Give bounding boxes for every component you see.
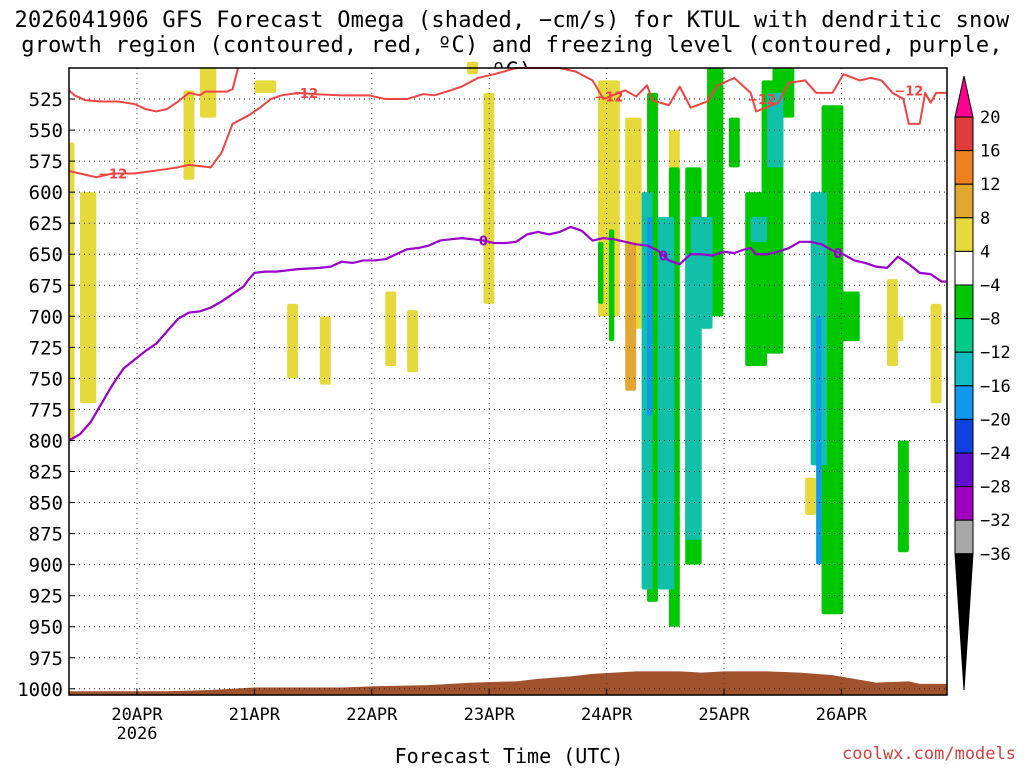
colorbar-swatch xyxy=(954,318,974,353)
y-tick-label: 1000 xyxy=(17,679,63,701)
y-tick-label: 800 xyxy=(29,430,63,452)
plot-background xyxy=(69,68,947,695)
omega-region-yellow xyxy=(385,291,397,366)
omega-region-blue xyxy=(816,316,822,565)
contour-label-minus12: −12 xyxy=(594,91,623,106)
colorbar-label: 20 xyxy=(980,108,1000,128)
contour-label-zero: 0 xyxy=(479,235,488,250)
colorbar-swatch xyxy=(954,486,974,521)
y-tick-label: 675 xyxy=(29,275,63,297)
omega-region-yellow xyxy=(69,142,75,441)
colorbar-bottom-arrow xyxy=(954,553,974,691)
contour-label-minus12: −12 xyxy=(894,84,923,99)
chart-title-line1: 2026041906 GFS Forecast Omega (shaded, −… xyxy=(14,8,1010,33)
colorbar-swatch xyxy=(954,385,974,420)
plot-frame xyxy=(68,67,948,696)
x-tick-label: 20APR xyxy=(111,705,163,725)
colorbar-swatch xyxy=(954,351,974,387)
colorbar-swatch xyxy=(954,183,974,219)
colorbar-label: −8 xyxy=(980,310,1000,330)
colorbar-label: −28 xyxy=(980,478,1011,498)
x-tick-label: 21APR xyxy=(229,705,281,725)
omega-region-yellow xyxy=(183,90,195,180)
colorbar-swatch xyxy=(954,217,974,252)
omega-region-teal xyxy=(767,92,784,168)
omega-region-yellow xyxy=(287,303,299,379)
y-tick-label: 625 xyxy=(29,213,63,235)
omega-region-yellow xyxy=(199,68,217,118)
colorbar-swatch xyxy=(954,418,974,454)
omega-region-teal xyxy=(690,216,713,329)
y-tick-label: 950 xyxy=(29,617,63,639)
omega-region-yellow xyxy=(254,80,277,93)
x-tick-label: 23APR xyxy=(464,705,516,725)
colorbar-swatch xyxy=(954,452,974,488)
colorbar-label: 12 xyxy=(980,175,1000,195)
credit-text: coolwx.com/models xyxy=(842,744,1016,764)
y-tick-label: 725 xyxy=(29,337,63,359)
x-tick-label: 24APR xyxy=(581,705,633,725)
y-tick-label: 875 xyxy=(29,524,63,546)
colorbar-swatch xyxy=(954,116,974,152)
colorbar-swatch xyxy=(954,150,974,185)
y-tick-label: 525 xyxy=(29,89,63,111)
colorbar-label: −36 xyxy=(980,545,1011,565)
y-tick-label: 750 xyxy=(29,368,63,390)
y-tick-label: 575 xyxy=(29,151,63,173)
colorbar-label: −16 xyxy=(980,377,1011,397)
colorbar-swatch xyxy=(954,519,974,555)
omega-region-yellow xyxy=(407,310,419,373)
omega-region-green xyxy=(897,440,909,553)
y-tick-label: 925 xyxy=(29,586,63,608)
colorbar-label: −20 xyxy=(980,410,1011,430)
omega-region-green xyxy=(597,241,604,304)
terrain-surface xyxy=(69,671,947,695)
omega-region-teal xyxy=(750,216,768,242)
contour-label-minus12: −12 xyxy=(747,93,776,108)
omega-region-green xyxy=(728,117,740,168)
y-tick-label: 700 xyxy=(29,306,63,328)
y-tick-label: 775 xyxy=(29,399,63,421)
contour-label-minus12: −12 xyxy=(98,168,127,183)
colorbar-swatch xyxy=(954,250,974,286)
x-tick-label: 26APR xyxy=(816,705,868,725)
x-tick-label: 22APR xyxy=(346,705,398,725)
omega-region-yellow xyxy=(887,279,898,366)
y-tick-label: 650 xyxy=(29,244,63,266)
y-tick-label: 975 xyxy=(29,648,63,670)
colorbar-label: −24 xyxy=(980,444,1011,464)
omega-region-orange xyxy=(625,241,637,391)
colorbar-top-arrow xyxy=(954,75,974,118)
omega-region-yellow xyxy=(79,192,97,404)
y-tick-label: 850 xyxy=(29,493,63,515)
omega-region-yellow xyxy=(805,477,817,515)
y-tick-label: 550 xyxy=(29,120,63,142)
colorbar-label: −4 xyxy=(980,276,1000,296)
omega-region-yellow xyxy=(319,316,331,385)
contour-red-lower xyxy=(68,67,947,179)
contour-label-zero: 0 xyxy=(659,249,668,264)
contour-label-zero: 0 xyxy=(833,247,842,262)
contour-red-upper xyxy=(68,67,240,113)
colorbar-swatch xyxy=(954,284,974,320)
colorbar-label: 4 xyxy=(980,242,990,262)
omega-region-teal xyxy=(657,216,675,590)
omega-region-yellow xyxy=(930,303,942,404)
contour-purple-freezing xyxy=(68,225,947,442)
omega-region-green xyxy=(608,229,615,342)
colorbar-label: 8 xyxy=(980,209,990,229)
x-axis-label: Forecast Time (UTC) xyxy=(394,744,624,768)
x-tick-label: 25APR xyxy=(698,705,750,725)
colorbar-label: −32 xyxy=(980,511,1011,531)
colorbar-label: −12 xyxy=(980,343,1011,363)
chart-title-line2: growth region (contoured, red, ºC) and f… xyxy=(21,33,1003,84)
y-tick-label: 825 xyxy=(29,462,63,484)
y-tick-label: 600 xyxy=(29,182,63,204)
colorbar-label: 16 xyxy=(980,142,1000,162)
x-tick-year: 2026 xyxy=(117,724,158,744)
omega-region-green xyxy=(832,291,860,342)
contour-label-minus12: −12 xyxy=(289,87,318,102)
y-tick-label: 900 xyxy=(29,555,63,577)
